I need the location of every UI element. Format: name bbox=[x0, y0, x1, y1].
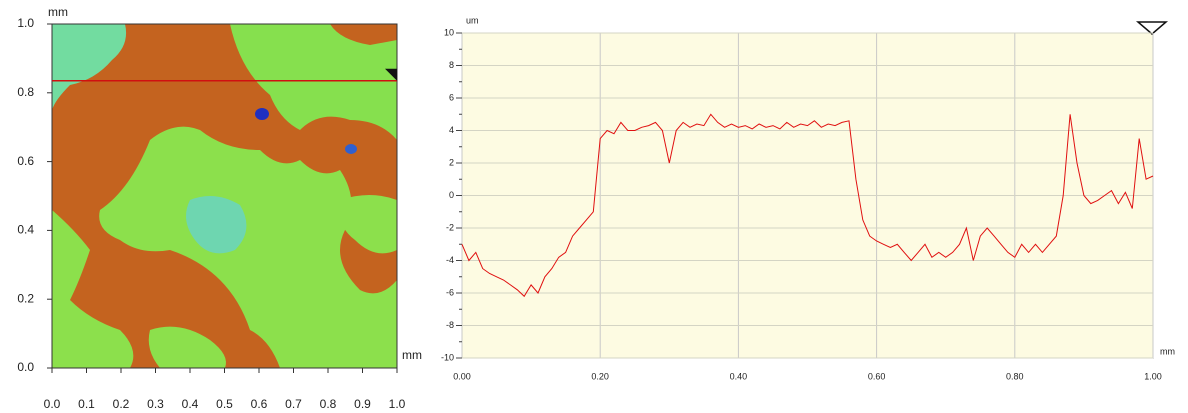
y-axis-label: um bbox=[466, 15, 479, 25]
y-tick-label: 8 bbox=[449, 60, 454, 70]
region bbox=[52, 24, 127, 110]
x-axis-label: mm bbox=[1160, 346, 1175, 356]
profile-marker bbox=[385, 68, 397, 81]
pit bbox=[255, 108, 269, 120]
y-tick-label: 1.0 bbox=[17, 16, 34, 30]
x-tick-label: 0.00 bbox=[453, 371, 471, 381]
x-tick-label: 0.0 bbox=[44, 397, 61, 411]
region bbox=[186, 196, 247, 254]
y-tick-label: 0.0 bbox=[17, 360, 34, 374]
y-tick-label: 4 bbox=[449, 125, 454, 135]
x-tick-label: 0.3 bbox=[147, 397, 164, 411]
y-tick-label: -10 bbox=[441, 352, 454, 362]
marker bbox=[1135, 21, 1169, 35]
x-tick-label: 1.00 bbox=[1144, 371, 1162, 381]
y-tick-label: -4 bbox=[446, 255, 454, 265]
y-tick-label: 0.8 bbox=[17, 85, 34, 99]
region bbox=[99, 126, 397, 368]
y-tick-label: 10 bbox=[444, 27, 454, 37]
x-tick-label: 0.4 bbox=[182, 397, 199, 411]
y-tick-label: -2 bbox=[446, 222, 454, 232]
region bbox=[339, 195, 397, 254]
x-tick-label: 0.5 bbox=[216, 397, 233, 411]
region bbox=[230, 24, 397, 140]
x-tick-label: 0.7 bbox=[285, 397, 302, 411]
x-tick-label: 0.1 bbox=[78, 397, 95, 411]
x-tick-label: 0.9 bbox=[354, 397, 371, 411]
x-unit: mm bbox=[402, 348, 422, 362]
pit bbox=[345, 144, 357, 154]
y-tick-label: 0.2 bbox=[17, 291, 34, 305]
profile-line bbox=[461, 113, 1154, 298]
x-tick-label: 0.80 bbox=[1006, 371, 1024, 381]
x-tick-label: 0.2 bbox=[113, 397, 130, 411]
y-unit: mm bbox=[48, 5, 68, 19]
x-tick-label: 0.8 bbox=[320, 397, 337, 411]
x-tick-label: 1.0 bbox=[389, 397, 406, 411]
y-tick-label: 0 bbox=[449, 190, 454, 200]
region bbox=[148, 326, 226, 368]
x-tick-label: 0.20 bbox=[591, 371, 609, 381]
y-tick-label: 0.4 bbox=[17, 223, 34, 237]
region bbox=[52, 210, 134, 368]
y-tick-label: -6 bbox=[446, 287, 454, 297]
y-tick-label: 0.6 bbox=[17, 154, 34, 168]
x-tick-label: 0.6 bbox=[251, 397, 268, 411]
surface-map bbox=[52, 24, 397, 368]
x-tick-label: 0.40 bbox=[730, 371, 748, 381]
y-tick-label: -8 bbox=[446, 320, 454, 330]
x-tick-label: 0.60 bbox=[868, 371, 886, 381]
y-tick-label: 2 bbox=[449, 157, 454, 167]
y-tick-label: 6 bbox=[449, 92, 454, 102]
